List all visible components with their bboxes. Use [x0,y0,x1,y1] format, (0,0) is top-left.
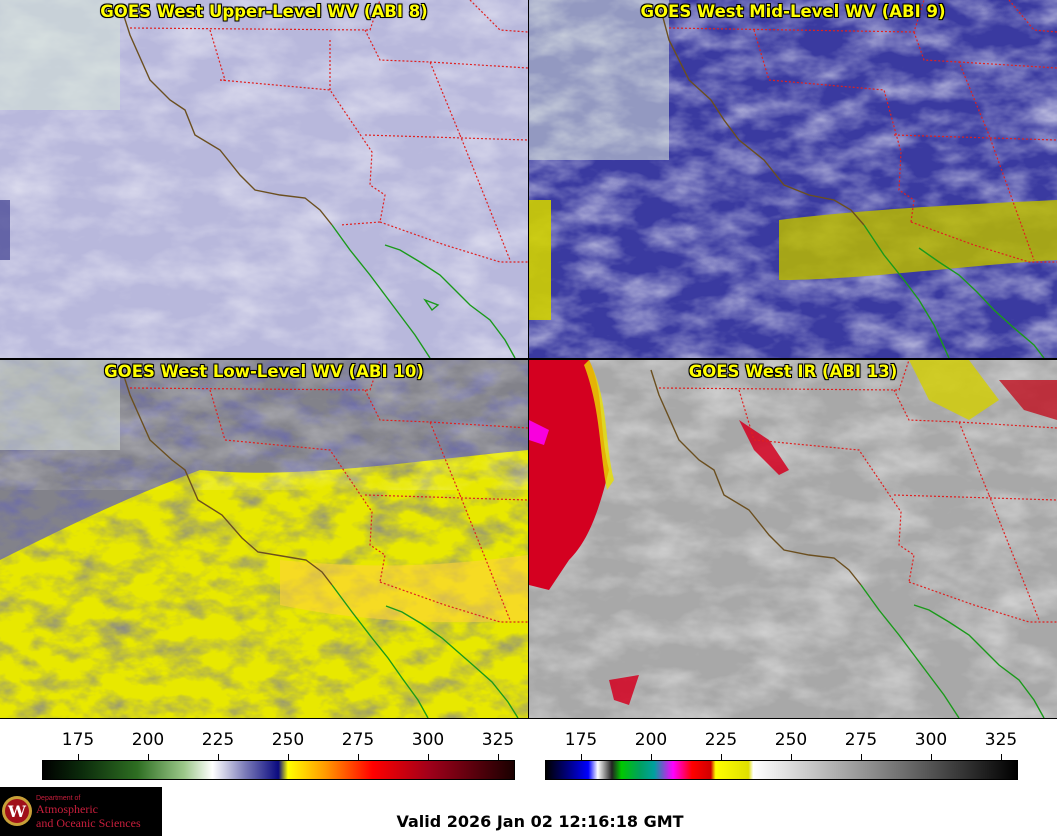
colorbar-tick-label: 275 [341,730,375,750]
colorbar-tick [861,754,862,760]
colorbar-tick-label: 225 [201,730,235,750]
colorbar-tick [358,754,359,760]
colorbar-tick [428,754,429,760]
colorbar-tick [721,754,722,760]
mid-level-wv-image [529,0,1057,358]
panel-title: GOES West Mid-Level WV (ABI 9) [640,2,946,21]
bottom-divider [0,718,1057,719]
colorbar-tick [581,754,582,760]
upper-level-wv-image [0,0,528,358]
colorbar-tick [148,754,149,760]
colorbar-tick [218,754,219,760]
panel-upper-level-wv: GOES West Upper-Level WV (ABI 8) [0,0,528,358]
colorbar-tick-label: 300 [411,730,445,750]
colorbar-tick [791,754,792,760]
colorbar-ir-gradient [545,760,1018,780]
valid-time: Valid 2026 Jan 02 12:16:18 GMT [396,812,684,831]
colorbar-tick-label: 300 [914,730,948,750]
aos-logo: W Department of Atmospheric and Oceanic … [0,787,162,836]
colorbar-tick-label: 200 [634,730,668,750]
colorbar-tick [288,754,289,760]
colorbar-tick-label: 325 [984,730,1018,750]
colorbar-tick-label: 250 [271,730,305,750]
logo-line2: Atmospheric [36,802,98,816]
colorbar-tick-label: 250 [774,730,808,750]
colorbar-wv-gradient [42,760,515,780]
panel-title: GOES West Low-Level WV (ABI 10) [104,362,424,381]
uw-crest-icon: W [2,796,32,826]
horizontal-divider [0,358,1057,360]
colorbar-tick [498,754,499,760]
panel-mid-level-wv: GOES West Mid-Level WV (ABI 9) [529,0,1057,358]
svg-text:W: W [7,802,27,821]
colorbar-tick [651,754,652,760]
colorbar-tick-label: 275 [844,730,878,750]
colorbar-tick-label: 225 [704,730,738,750]
logo-line3: and Oceanic Sciences [36,816,141,830]
colorbar-tick-label: 175 [61,730,95,750]
colorbar-tick-label: 200 [131,730,165,750]
low-level-wv-image [0,360,528,718]
logo-line1: Department of [36,795,81,802]
colorbar-tick [931,754,932,760]
ir-image [529,360,1057,718]
panel-ir: GOES West IR (ABI 13) [529,360,1057,718]
colorbar-tick [1001,754,1002,760]
colorbar-tick-label: 325 [481,730,515,750]
colorbar-tick-label: 175 [564,730,598,750]
panel-title: GOES West IR (ABI 13) [688,362,898,381]
panel-title: GOES West Upper-Level WV (ABI 8) [100,2,428,21]
colorbar-tick [78,754,79,760]
panel-low-level-wv: GOES West Low-Level WV (ABI 10) [0,360,528,718]
